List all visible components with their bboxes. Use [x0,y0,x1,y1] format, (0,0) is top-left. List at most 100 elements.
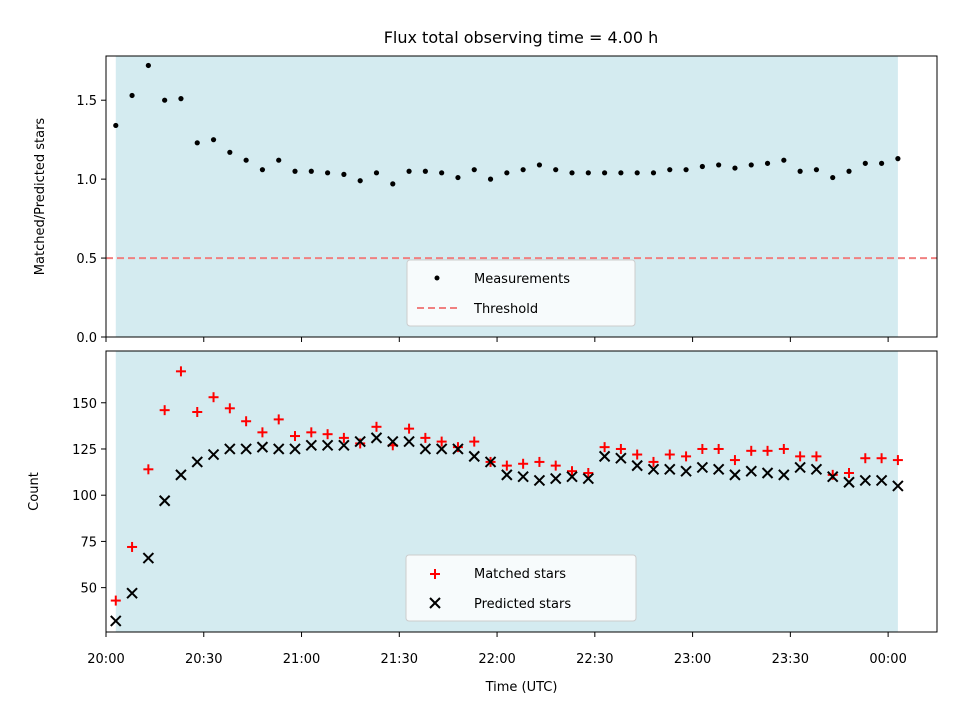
matched-star-point [567,466,578,477]
bottom-axes-frame [105,350,938,633]
predicted-star-points [110,432,904,627]
measurement-point [716,162,722,168]
predicted-star-point [191,456,203,468]
matched-star-point [681,451,692,462]
predicted-star-point [256,441,269,453]
predicted-star-point [566,471,578,483]
predicted-star-point [175,469,187,481]
predicted-star-point [892,480,904,492]
measurement-point [585,170,591,176]
predicted-star-point [875,474,888,487]
measurement-point [667,167,673,173]
matched-star-point [127,541,138,552]
measurement-point [308,168,314,174]
measurement-point [797,168,803,174]
measurement-point [145,62,151,69]
matched-star-point [778,443,789,454]
measurement-point [178,96,184,102]
bottom-legend-box [405,554,637,622]
measurement-point [373,170,380,176]
measurement-point [471,167,477,173]
y-tick-label: 0.5 [76,252,97,267]
bottom-x-ticks: 20:00 20:30 21:00 21:30 22:00 22:30 23:00 23:30… [87,632,907,667]
x-tick-label: 21:00 [283,652,320,667]
matched-star-point [273,414,284,425]
x-tick-label: 22:30 [576,652,613,667]
top-axes-frame [105,55,938,338]
matched-star-point [762,445,773,456]
predicted-star-point [501,469,513,481]
matched-star-point [811,451,822,462]
top-legend-box [406,259,636,327]
matched-star-point [697,443,708,454]
measurement-point [569,170,575,176]
matched-star-point [452,442,463,453]
predicted-star-point [517,471,529,483]
matched-star-point [892,455,903,466]
matched-star-point [404,423,415,434]
measurement-point [243,157,249,163]
predicted-star-point [761,467,774,479]
matched-star-point [257,427,268,438]
matched-star-point [355,438,366,449]
predicted-star-point [647,463,660,476]
measurement-point [113,122,119,129]
matched-star-point [599,442,610,453]
chart-title: Flux total observing time = 4.00 h [384,28,659,47]
measurement-point [553,167,559,173]
measurement-point [422,168,428,174]
y-tick-label: 150 [72,397,97,412]
predicted-star-point [224,443,236,455]
measurement-point [227,149,233,155]
matched-star-point [338,432,349,443]
matched-star-point [208,392,219,403]
measurement-point [487,176,494,182]
measurement-point [813,167,820,173]
predicted-star-point [435,443,448,455]
measurement-point [879,160,885,166]
measurement-point [292,168,298,174]
predicted-star-point [207,448,220,461]
measurement-point [455,174,461,181]
measurement-point [325,170,331,176]
matched-star-point [615,443,626,454]
y-tick-label: 1.0 [76,173,97,188]
measurement-point [390,181,396,187]
measurement-point [406,168,412,174]
legend-measurements-marker [434,275,440,281]
measurement-point [520,167,526,173]
matched-star-point [583,468,594,479]
predicted-star-point [305,439,318,451]
measurement-point [634,170,640,176]
x-tick-label: 00:00 [869,652,906,667]
x-axis-label: Time (UTC) [485,680,558,695]
predicted-star-point [778,469,790,481]
matched-star-point [175,366,186,377]
y-tick-label: 100 [72,489,97,504]
matched-star-point [143,464,154,475]
measurement-point [683,167,689,173]
x-tick-label: 20:30 [185,652,222,667]
matched-star-point [648,456,659,467]
x-tick-label: 23:00 [674,652,711,667]
measurement-point [439,170,445,176]
matched-star-point [306,427,317,438]
matched-star-point [664,449,675,460]
y-tick-label: 75 [80,535,97,550]
legend-predicted-marker [429,597,441,609]
measurement-point [276,157,282,163]
x-tick-label: 21:30 [381,652,418,667]
bottom-y-axis-label: Count [27,472,42,511]
legend-predicted-label: Predicted stars [474,597,571,612]
predicted-star-point [403,435,415,448]
predicted-star-point [110,615,122,627]
measurement-point [764,160,771,166]
predicted-star-point [484,456,497,468]
matched-star-points [110,366,903,606]
predicted-star-point [827,471,839,483]
measurement-point [536,162,543,168]
predicted-star-point [696,461,709,474]
matched-star-point [713,443,724,454]
y-tick-label: 1.5 [76,94,97,109]
